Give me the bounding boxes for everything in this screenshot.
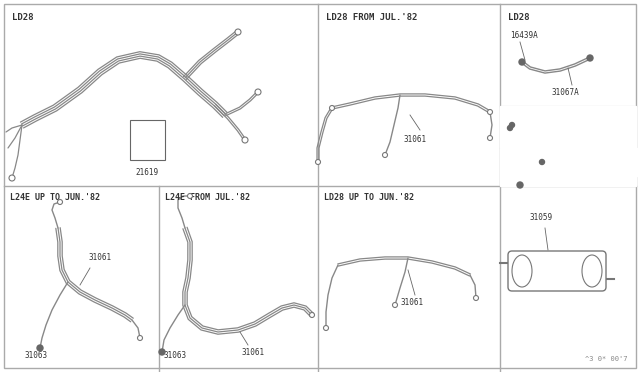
Text: 31050: 31050	[545, 160, 568, 170]
Text: 31058: 31058	[552, 115, 575, 125]
Text: 31063: 31063	[24, 351, 47, 360]
Text: LD28: LD28	[508, 13, 529, 22]
Circle shape	[310, 312, 314, 317]
FancyBboxPatch shape	[508, 251, 606, 291]
Circle shape	[323, 326, 328, 330]
Text: LD28 FROM JUL.'82: LD28 FROM JUL.'82	[326, 13, 417, 22]
Circle shape	[392, 302, 397, 308]
Circle shape	[488, 109, 493, 115]
Text: LD28 UP TO JUN.'82: LD28 UP TO JUN.'82	[324, 193, 414, 202]
Text: 31061: 31061	[242, 348, 265, 357]
Text: 31059: 31059	[530, 213, 553, 222]
Text: ^3 0* 00'7: ^3 0* 00'7	[586, 356, 628, 362]
Circle shape	[242, 137, 248, 143]
Text: 31050: 31050	[545, 157, 568, 167]
Circle shape	[316, 160, 321, 164]
Text: 31063: 31063	[164, 351, 187, 360]
Text: L24E FROM JUL.'82: L24E FROM JUL.'82	[165, 193, 250, 202]
Circle shape	[330, 106, 335, 110]
Text: 31061: 31061	[401, 298, 424, 307]
Circle shape	[509, 122, 515, 128]
Circle shape	[383, 153, 387, 157]
Circle shape	[517, 182, 523, 188]
Text: 31067A: 31067A	[551, 88, 579, 97]
Bar	[500, 106, 636, 148]
Text: 16439A: 16439A	[510, 31, 538, 40]
Circle shape	[235, 29, 241, 35]
Circle shape	[188, 193, 193, 199]
Text: LD28: LD28	[12, 13, 33, 22]
Text: 31061: 31061	[403, 135, 427, 144]
Circle shape	[58, 199, 63, 205]
Circle shape	[488, 135, 493, 141]
Circle shape	[255, 89, 261, 95]
Bar	[540, 148, 640, 168]
Text: 21619: 21619	[136, 168, 159, 177]
Text: 31058: 31058	[555, 119, 578, 128]
Circle shape	[138, 336, 143, 340]
Circle shape	[587, 55, 593, 61]
Circle shape	[9, 175, 15, 181]
Text: 31058: 31058	[545, 148, 568, 157]
Text: L24E UP TO JUN.'82: L24E UP TO JUN.'82	[10, 193, 100, 202]
Circle shape	[159, 349, 165, 355]
Bar	[500, 148, 636, 186]
Ellipse shape	[582, 255, 602, 287]
Circle shape	[37, 345, 43, 351]
Circle shape	[508, 125, 513, 131]
Ellipse shape	[512, 255, 532, 287]
Bar	[130, 120, 165, 160]
Bar	[540, 156, 640, 176]
Circle shape	[540, 160, 545, 164]
Circle shape	[474, 295, 479, 301]
Circle shape	[519, 59, 525, 65]
Text: 31061: 31061	[88, 253, 111, 262]
